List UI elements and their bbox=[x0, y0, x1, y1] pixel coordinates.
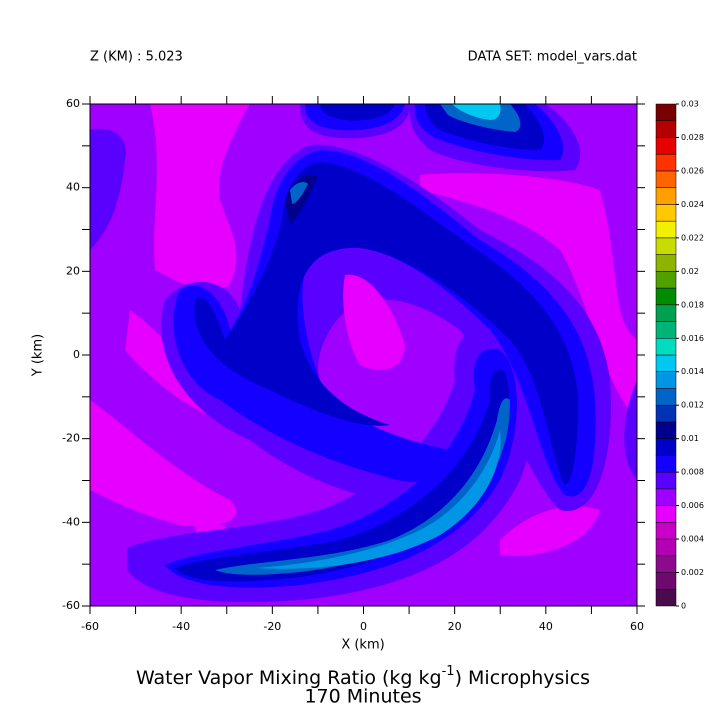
field-region bbox=[194, 162, 578, 485]
colorbar-box bbox=[655, 404, 677, 423]
colorbar-box bbox=[655, 170, 677, 188]
colorbar-tick-label: 0.004 bbox=[681, 535, 704, 544]
colorbar-box bbox=[655, 321, 677, 339]
colorbar-box bbox=[655, 103, 677, 121]
field-region bbox=[500, 506, 600, 556]
y-tick-label: -40 bbox=[62, 515, 80, 528]
colorbar-tick-label: 0.014 bbox=[681, 367, 704, 376]
field-region bbox=[452, 104, 501, 120]
colorbar-tick-label: 0.026 bbox=[681, 166, 704, 175]
field-region bbox=[420, 173, 637, 420]
colorbar-box bbox=[655, 220, 677, 239]
y-tick-label: 40 bbox=[66, 181, 80, 194]
x-tick-label: 20 bbox=[448, 620, 462, 633]
field-region bbox=[624, 380, 637, 480]
field-region bbox=[90, 400, 237, 527]
field-region bbox=[343, 274, 405, 370]
colorbar-box bbox=[655, 371, 677, 389]
colorbar-box bbox=[655, 187, 677, 205]
colorbar-tick-label: 0.022 bbox=[681, 233, 704, 242]
colorbar-box bbox=[655, 204, 677, 222]
colorbar-box bbox=[655, 304, 677, 322]
colorbar-box bbox=[655, 438, 677, 456]
y-axis-label: Y (km) bbox=[31, 334, 46, 377]
header-right: DATA SET: model_vars.dat bbox=[468, 50, 637, 65]
colorbar-box bbox=[655, 505, 677, 523]
colorbar-box bbox=[655, 237, 677, 255]
x-axis-label: X (km) bbox=[341, 638, 384, 653]
colorbar-box bbox=[655, 522, 677, 540]
field-region bbox=[150, 104, 250, 291]
field-region bbox=[290, 182, 308, 204]
colorbar-tick-label: 0.028 bbox=[681, 133, 704, 142]
y-tick-label: 20 bbox=[66, 264, 80, 277]
field-region bbox=[90, 128, 126, 250]
colorbar-box bbox=[655, 137, 677, 155]
colorbar-tick-label: 0.006 bbox=[681, 501, 704, 510]
x-tick-label: -60 bbox=[81, 620, 99, 633]
y-tick-label: 0 bbox=[73, 348, 80, 361]
colorbar-tick-label: 0.016 bbox=[681, 334, 704, 343]
colorbar-box bbox=[655, 555, 677, 573]
header-left: Z (KM) : 5.023 bbox=[90, 50, 183, 65]
colorbar-box bbox=[655, 338, 677, 356]
title-text: Water Vapor Mixing Ratio (kg kg bbox=[136, 667, 442, 689]
x-tick-label: -20 bbox=[263, 620, 281, 633]
y-tick-label: -20 bbox=[62, 432, 80, 445]
colorbar-box bbox=[655, 153, 677, 172]
x-tick-label: -40 bbox=[172, 620, 190, 633]
colorbar-tick-label: 0.024 bbox=[681, 200, 704, 209]
contour-field bbox=[90, 104, 637, 606]
x-tick-label: 0 bbox=[360, 620, 367, 633]
colorbar-tick-label: 0 bbox=[681, 602, 686, 611]
colorbar-box bbox=[655, 455, 677, 473]
title-superscript: -1 bbox=[442, 664, 455, 679]
title-text-end: ) Microphysics bbox=[455, 667, 590, 689]
colorbar-box bbox=[655, 471, 677, 490]
colorbar-box bbox=[655, 254, 677, 272]
colorbar-tick-label: 0.002 bbox=[681, 568, 704, 577]
x-tick-label: 40 bbox=[539, 620, 553, 633]
colorbar-tick-label: 0.03 bbox=[681, 100, 699, 109]
colorbar-tick-label: 0.018 bbox=[681, 300, 704, 309]
colorbar-tick-label: 0.012 bbox=[681, 401, 704, 410]
y-tick-label: -60 bbox=[62, 599, 80, 612]
colorbar-box bbox=[655, 287, 677, 306]
colorbar-tick-label: 0.008 bbox=[681, 468, 704, 477]
colorbar-box bbox=[655, 589, 677, 607]
colorbar-box bbox=[655, 421, 677, 439]
chart-subtitle: 170 Minutes bbox=[304, 686, 421, 708]
colorbar-box bbox=[655, 572, 677, 590]
colorbar-tick-label: 0.02 bbox=[681, 267, 699, 276]
colorbar-box bbox=[655, 388, 677, 406]
colorbar-box bbox=[655, 271, 677, 289]
chart-title: Water Vapor Mixing Ratio (kg kg-1) Micro… bbox=[136, 664, 590, 689]
y-tick-label: 60 bbox=[66, 97, 80, 110]
x-tick-label: 60 bbox=[630, 620, 644, 633]
colorbar-box bbox=[655, 488, 677, 506]
colorbar-box bbox=[655, 538, 677, 557]
colorbar-tick-label: 0.01 bbox=[681, 434, 699, 443]
field-region bbox=[255, 430, 501, 569]
colorbar-box bbox=[655, 354, 677, 372]
field-region bbox=[320, 104, 395, 121]
colorbar-box bbox=[655, 120, 677, 138]
